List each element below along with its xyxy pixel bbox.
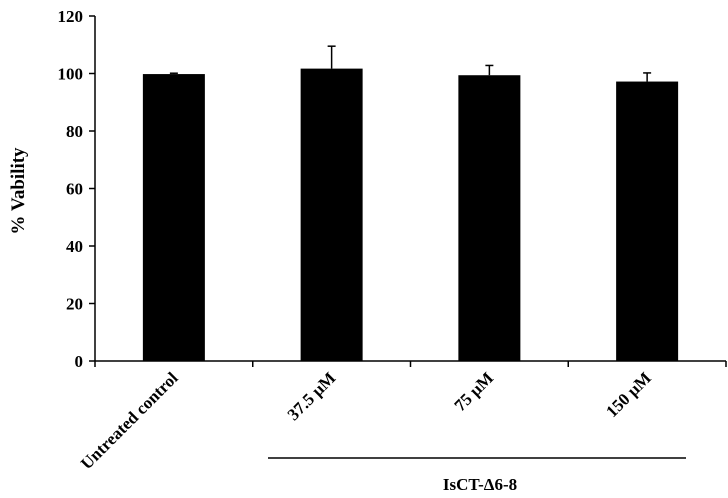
bar	[616, 81, 679, 362]
x-tick-label: 150 µM	[602, 368, 655, 421]
y-tick-label: 60	[66, 180, 83, 199]
y-axis-label: % Vability	[8, 147, 29, 235]
group-label: IsCT-Δ6-8	[443, 475, 517, 494]
y-tick-label: 40	[66, 237, 83, 256]
y-tick-label: 0	[75, 352, 84, 371]
bar	[300, 68, 363, 362]
x-tick-label: 75 µM	[450, 368, 497, 415]
bar	[458, 75, 521, 361]
y-tick-label: 80	[66, 122, 83, 141]
y-tick-labels: 0 20 40 60 80 100 120	[58, 7, 84, 371]
x-tick-label: Untreated control	[77, 368, 182, 473]
y-tick-label: 100	[58, 65, 84, 84]
error-bar	[643, 72, 652, 82]
error-bars	[169, 45, 652, 82]
y-tick-label: 120	[58, 7, 84, 26]
error-bar	[485, 64, 494, 76]
x-tick-label: 37.5 µM	[284, 368, 340, 424]
bars	[142, 68, 679, 362]
error-bar	[169, 72, 178, 75]
bar	[142, 74, 205, 361]
y-tick-label: 20	[66, 295, 83, 314]
error-bar	[327, 45, 336, 69]
